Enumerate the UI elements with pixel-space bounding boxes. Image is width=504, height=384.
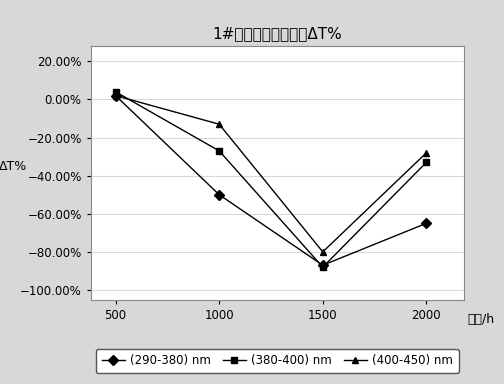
Text: 时间/h: 时间/h (467, 313, 494, 326)
(400-450) nm (112, 93, 118, 98)
(290-380) nm (423, 221, 429, 226)
(290-380) nm (216, 192, 222, 197)
Title: 1#人工老化试验后的ΔT%: 1#人工老化试验后的ΔT% (212, 26, 342, 41)
(290-380) nm (112, 93, 118, 98)
Line: (400-450) nm: (400-450) nm (112, 92, 430, 255)
(380-400) nm (216, 149, 222, 153)
Line: (380-400) nm: (380-400) nm (112, 88, 430, 271)
Legend: (290-380) nm, (380-400) nm, (400-450) nm: (290-380) nm, (380-400) nm, (400-450) nm (96, 349, 459, 373)
(380-400) nm (423, 160, 429, 165)
(400-450) nm (320, 250, 326, 254)
(380-400) nm (320, 265, 326, 270)
(400-450) nm (423, 151, 429, 155)
Line: (290-380) nm: (290-380) nm (112, 92, 430, 269)
(380-400) nm (112, 89, 118, 94)
Y-axis label: ΔT%: ΔT% (0, 160, 27, 173)
(400-450) nm (216, 122, 222, 126)
(290-380) nm (320, 263, 326, 268)
